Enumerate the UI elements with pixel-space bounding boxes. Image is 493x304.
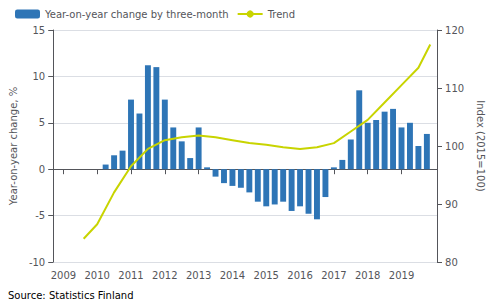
svg-text:110: 110	[445, 83, 464, 94]
svg-text:Year-on-year change by three-m: Year-on-year change by three-month	[44, 9, 229, 20]
svg-text:Index (2015=100): Index (2015=100)	[475, 100, 486, 192]
svg-text:0: 0	[39, 164, 45, 175]
svg-text:-5: -5	[35, 210, 45, 221]
svg-text:10: 10	[32, 71, 45, 82]
svg-text:80: 80	[445, 257, 458, 268]
svg-text:120: 120	[445, 25, 464, 36]
svg-text:2011: 2011	[118, 270, 143, 281]
svg-text:5: 5	[39, 117, 45, 128]
svg-text:2009: 2009	[51, 270, 76, 281]
svg-text:90: 90	[445, 199, 458, 210]
svg-text:100: 100	[445, 141, 464, 152]
svg-text:2013: 2013	[186, 270, 211, 281]
svg-text:2014: 2014	[220, 270, 245, 281]
svg-text:2016: 2016	[287, 270, 312, 281]
svg-text:2018: 2018	[355, 270, 380, 281]
svg-text:Year-on-year change, %: Year-on-year change, %	[8, 87, 19, 206]
svg-text:-10: -10	[29, 257, 45, 268]
svg-text:2017: 2017	[321, 270, 346, 281]
svg-text:2012: 2012	[152, 270, 177, 281]
svg-text:Source: Statistics Finland: Source: Statistics Finland	[8, 290, 134, 301]
svg-text:2010: 2010	[84, 270, 109, 281]
svg-text:2015: 2015	[254, 270, 279, 281]
svg-text:15: 15	[32, 25, 45, 36]
svg-text:Trend: Trend	[267, 9, 295, 20]
svg-text:2019: 2019	[389, 270, 414, 281]
